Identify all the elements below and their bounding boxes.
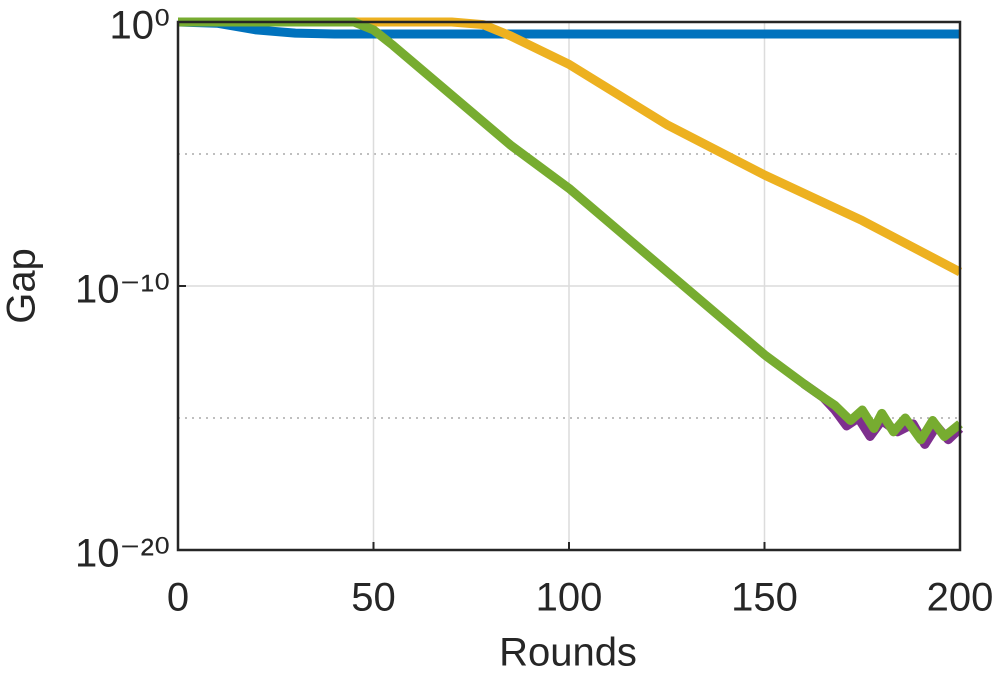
x-tick-label: 100 bbox=[536, 576, 603, 620]
x-tick-label: 50 bbox=[351, 576, 396, 620]
axes-box bbox=[176, 20, 962, 552]
x-tick-label: 200 bbox=[927, 576, 994, 620]
x-axis-label: Rounds bbox=[499, 631, 637, 675]
y-tick-label: 10⁻²⁰ bbox=[75, 532, 170, 576]
x-tick-label: 0 bbox=[167, 576, 189, 620]
x-tick-label: 150 bbox=[731, 576, 798, 620]
y-tick-label: 10⁰ bbox=[109, 4, 170, 48]
series-line bbox=[178, 17, 963, 445]
y-axis-label: Gap bbox=[0, 248, 44, 324]
y-tick-label: 10⁻¹⁰ bbox=[75, 268, 170, 312]
